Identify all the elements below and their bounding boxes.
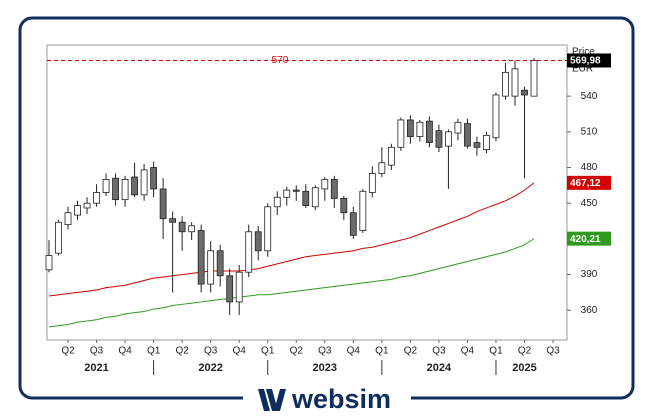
- candle-body: [406, 119, 414, 137]
- candle-body: [83, 202, 91, 209]
- candle-body: [302, 190, 310, 206]
- last-value-box: [567, 175, 611, 190]
- candle-body: [121, 179, 129, 201]
- candle-body: [169, 218, 177, 223]
- x-tick-label: Q4: [233, 346, 247, 357]
- year-label: 2024: [427, 362, 452, 374]
- candle-body: [321, 179, 329, 190]
- x-tick-label: Q2: [175, 346, 189, 357]
- candle-body: [502, 71, 509, 97]
- reference-label: 570: [272, 55, 289, 66]
- candle-body: [483, 135, 490, 151]
- x-tick-label: Q2: [61, 346, 75, 357]
- brand: websim: [291, 384, 391, 414]
- candle-body: [55, 221, 62, 254]
- candle-body: [511, 68, 519, 97]
- x-tick-label: Q1: [375, 346, 389, 357]
- logo-icon: [258, 389, 286, 411]
- candle-body: [74, 205, 81, 216]
- x-tick-label: Q4: [118, 346, 132, 357]
- year-label: 2022: [198, 362, 222, 374]
- candle-body: [159, 188, 167, 220]
- candle-body: [254, 231, 262, 252]
- y-tick-label: 510: [581, 126, 598, 137]
- candle-body: [359, 190, 367, 231]
- candle-body: [235, 271, 243, 303]
- candle-body: [197, 230, 205, 285]
- candle-body: [530, 60, 538, 97]
- candle-body: [216, 250, 224, 277]
- x-tick-label: Q3: [318, 346, 332, 357]
- y-tick-label: 480: [581, 162, 598, 173]
- candle-body: [340, 198, 348, 214]
- candle-body: [425, 120, 433, 143]
- moving-average-line: [48, 238, 535, 328]
- candle-body: [397, 119, 405, 148]
- candle-body: [64, 212, 72, 226]
- y-tick-label: 540: [581, 91, 598, 102]
- x-tick-label: Q3: [432, 346, 446, 357]
- x-tick-label: Q3: [546, 346, 560, 357]
- x-tick-label: Q4: [347, 346, 361, 357]
- candle-body: [283, 189, 291, 198]
- x-tick-label: Q4: [461, 346, 475, 357]
- x-tick-label: Q2: [404, 346, 418, 357]
- last-value-box: [567, 53, 611, 68]
- candle-body: [150, 167, 158, 190]
- y-tick-label: 360: [581, 305, 598, 316]
- x-tick-label: Q1: [147, 346, 161, 357]
- year-label: 2021: [84, 362, 108, 374]
- candle-body: [207, 250, 215, 285]
- candle-body: [131, 176, 138, 196]
- last-value-label: 569,98: [570, 56, 601, 67]
- year-label: 2025: [512, 362, 536, 374]
- candle-body: [349, 212, 357, 236]
- x-tick-label: Q3: [90, 346, 104, 357]
- y-tick-label: 450: [581, 198, 598, 209]
- y-tick-label: 390: [581, 269, 598, 280]
- x-tick-label: Q3: [204, 346, 218, 357]
- candle-body: [245, 231, 253, 273]
- x-tick-label: Q2: [290, 346, 304, 357]
- candle-body: [464, 123, 471, 147]
- candle-body: [45, 255, 53, 271]
- last-value-label: 467,12: [570, 178, 601, 189]
- candle-body: [492, 94, 500, 139]
- candle-body: [93, 192, 100, 204]
- x-tick-label: Q1: [489, 346, 503, 357]
- candle-body: [435, 130, 443, 148]
- year-label: 2023: [313, 362, 337, 374]
- candle-body: [454, 121, 462, 134]
- candle-body: [264, 206, 272, 252]
- candle-body: [102, 179, 110, 193]
- x-tick-label: Q1: [261, 346, 275, 357]
- candle-body: [445, 131, 452, 147]
- candle-body: [416, 121, 424, 137]
- last-value-label: 420,21: [570, 234, 601, 245]
- moving-average-line: [48, 182, 535, 297]
- candle-body: [378, 162, 386, 174]
- candle-body: [188, 225, 196, 233]
- candle-body: [226, 275, 234, 303]
- axis-title: Price: [572, 47, 595, 58]
- x-tick-label: Q2: [518, 346, 532, 357]
- candle-body: [368, 173, 376, 193]
- last-value-box: [567, 231, 611, 246]
- candle-body: [473, 142, 481, 148]
- candle-body: [112, 177, 119, 201]
- candle-body: [140, 169, 148, 196]
- candle-body: [387, 146, 395, 166]
- candle-body: [273, 196, 281, 208]
- candle-body: [330, 179, 338, 199]
- candle-body: [178, 221, 186, 233]
- candle-body: [292, 189, 300, 192]
- candle-body: [311, 187, 319, 208]
- axis-title: EUR: [572, 64, 593, 75]
- candle-body: [521, 89, 528, 96]
